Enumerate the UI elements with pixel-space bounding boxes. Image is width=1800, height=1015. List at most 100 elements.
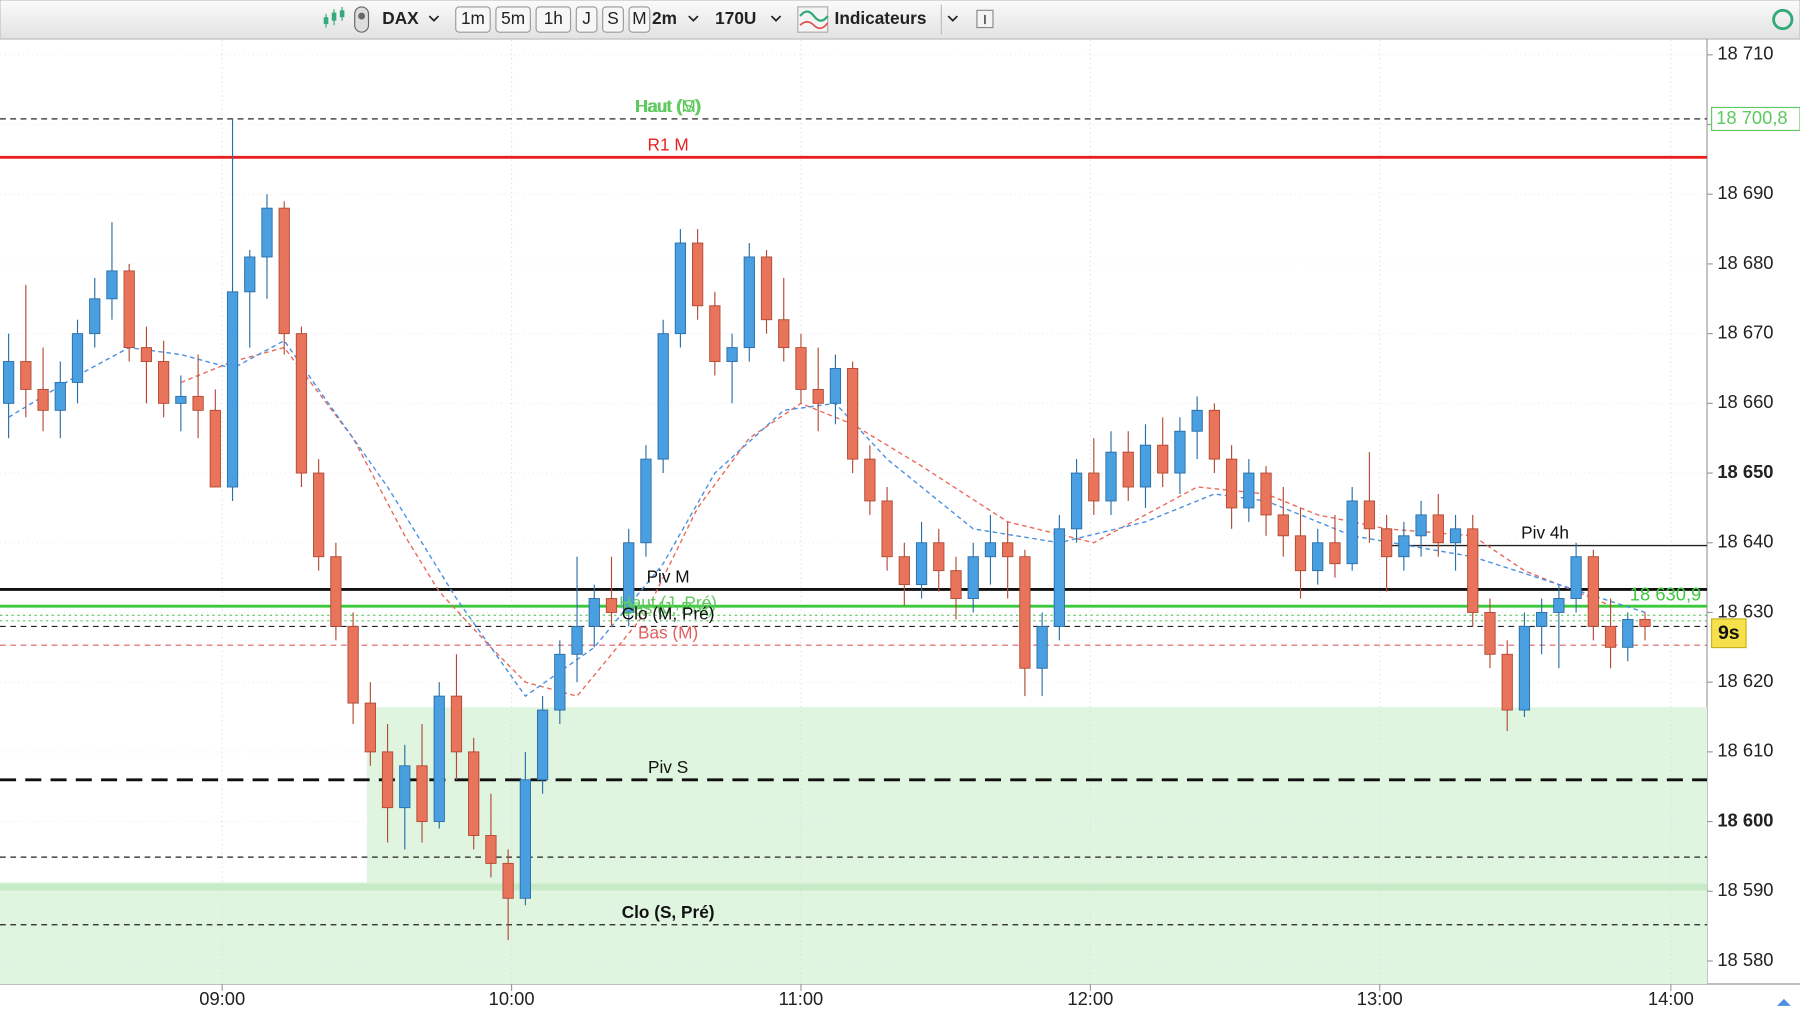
candle-body (657, 333, 669, 460)
candle-body (1363, 500, 1376, 530)
candle-body (295, 333, 308, 474)
price-tag (1711, 106, 1800, 132)
candle-body (226, 291, 239, 488)
period-buttons: 1m 5m 1h J S M (455, 6, 651, 33)
candle-body (416, 765, 428, 823)
candle-body (1346, 500, 1358, 565)
period-label: 1h (544, 8, 563, 28)
period-button[interactable] (628, 6, 651, 33)
candle-body (313, 472, 325, 558)
candle-body (1294, 535, 1307, 572)
candle-body (1208, 409, 1221, 460)
candle-body (519, 779, 531, 899)
candles-icon[interactable] (323, 6, 345, 28)
candle-body (1036, 625, 1048, 669)
indicators[interactable]: Indicateurs (835, 8, 927, 28)
candle-body (795, 347, 807, 390)
candle-body (244, 256, 256, 293)
candle-body (571, 625, 583, 655)
candle-body (950, 570, 962, 599)
candle-body (2, 361, 15, 404)
candle-body (640, 458, 652, 544)
candle-body (364, 702, 376, 753)
candle-body (106, 270, 118, 300)
toolbar (0, 0, 1800, 40)
period-button[interactable] (535, 6, 572, 33)
y-tick-label: 18 620 (1717, 670, 1773, 691)
y-tick-label: 18 710 (1717, 43, 1773, 64)
y-tick-label: 18 640 (1717, 531, 1773, 552)
candle-body (536, 709, 549, 781)
x-tick-label: 14:00 (1648, 988, 1694, 1009)
candle-body (778, 319, 790, 349)
symbol[interactable]: DAX (382, 8, 419, 28)
y-tick-label: 18 580 (1717, 949, 1773, 970)
level-label: Clo (S, Pré) (622, 902, 715, 922)
interval[interactable]: 2m (652, 8, 677, 28)
x-tick-label: 10:00 (489, 988, 535, 1009)
candle-body (502, 862, 514, 899)
candle-body (158, 361, 170, 404)
period-label: S (607, 8, 618, 28)
level-label: Bas (M) (638, 622, 698, 642)
period-button[interactable] (602, 6, 624, 33)
candle-body (1570, 556, 1582, 599)
candle-body (1501, 653, 1513, 711)
level-label: Haut (S) (636, 96, 700, 116)
candle-body (1381, 528, 1393, 558)
candle-body (623, 542, 635, 613)
candle-body (140, 347, 153, 362)
candle-body (864, 458, 876, 502)
candle-body (898, 556, 910, 586)
units[interactable]: 170U (715, 8, 756, 28)
candle-body (829, 368, 842, 404)
indicators-icon[interactable] (797, 6, 829, 33)
candle-body (347, 625, 359, 704)
period-button[interactable] (495, 6, 531, 33)
y-tick-label: 18 670 (1717, 321, 1773, 342)
period-button[interactable] (575, 6, 598, 33)
sync-icon[interactable] (354, 6, 370, 33)
candle-body (1088, 472, 1100, 502)
candle-body (1484, 612, 1496, 655)
candle-body (1225, 458, 1238, 509)
candle-body (554, 653, 566, 711)
level-label: Piv S (648, 757, 688, 777)
candle-body (1639, 618, 1651, 627)
candle-body (399, 765, 411, 809)
candle-body (726, 347, 738, 362)
moving-average (8, 339, 1646, 698)
candle-body (1415, 514, 1427, 537)
dropdown-arrow (947, 15, 959, 22)
x-tick-label: 13:00 (1357, 988, 1403, 1009)
price-label: 18 630,9 (1630, 584, 1701, 605)
candle-body (1260, 472, 1272, 516)
level-label: Haut (M) (635, 96, 702, 116)
refresh-button[interactable] (1772, 8, 1794, 31)
candle-body (485, 835, 497, 864)
candle-body (1122, 451, 1134, 488)
candle-body (192, 395, 204, 411)
candle-body (674, 242, 687, 335)
candle-body (1019, 556, 1031, 669)
candle-body (1312, 542, 1324, 572)
period-button[interactable] (455, 6, 491, 33)
scroll-button[interactable] (1777, 998, 1791, 1006)
plot-area (0, 40, 1708, 984)
candle-body (330, 556, 342, 627)
candle-body (1398, 535, 1410, 558)
candle-body (1070, 472, 1083, 530)
y-tick-label: 18 600 (1717, 809, 1773, 830)
period-label: 1m (461, 8, 485, 28)
candle-body (1553, 598, 1565, 613)
candle-body (1587, 556, 1599, 627)
candle-body (605, 598, 618, 613)
level-label: R1 M (648, 134, 689, 154)
x-tick-label: 12:00 (1067, 988, 1113, 1009)
moving-average (180, 346, 1611, 697)
candle-body (1329, 542, 1341, 565)
candle-body (1432, 514, 1444, 544)
candle-body (691, 242, 704, 307)
